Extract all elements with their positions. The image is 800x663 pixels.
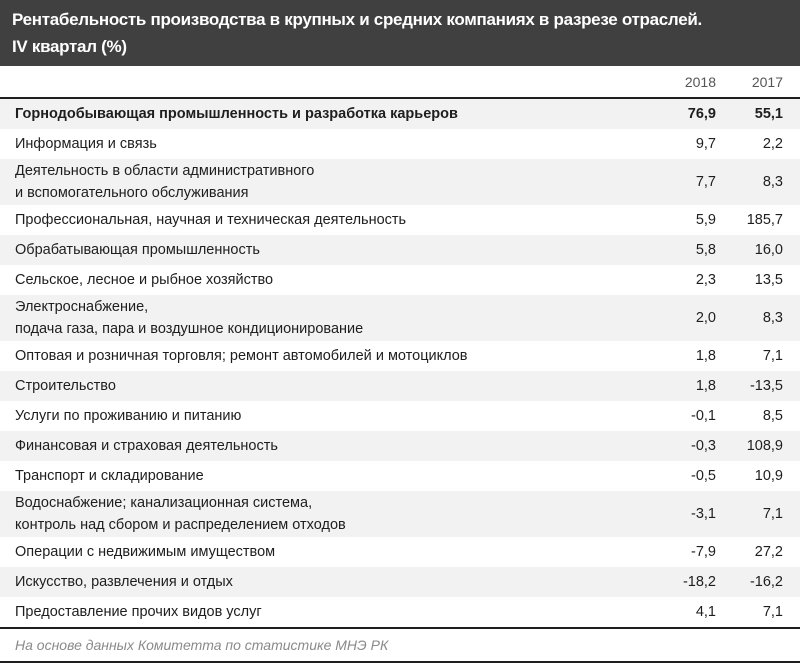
table-row: Строительство 1,8 -13,5 <box>0 371 800 401</box>
value-2017: 55,1 <box>754 106 783 122</box>
row-label-line: Операции с недвижимым имуществом <box>15 544 276 560</box>
title-line-2: IV квартал (%) <box>12 37 127 56</box>
value-2017: 108,9 <box>746 438 783 454</box>
value-2018: -18,2 <box>682 574 716 590</box>
row-label: Оптовая и розничная торговля; ремонт авт… <box>0 345 600 367</box>
row-label-line: Транспорт и складирование <box>15 468 204 484</box>
row-label-line: Обрабатывающая промышленность <box>15 242 260 258</box>
value-2018: -0,5 <box>691 468 716 484</box>
row-label-line: Финансовая и страховая деятельность <box>15 438 278 454</box>
row-label-line: и вспомогательного обслуживания <box>15 185 249 201</box>
row-label-line: Горнодобывающая промышленность и разрабо… <box>15 106 458 122</box>
row-label: Финансовая и страховая деятельность <box>0 435 600 457</box>
row-label: Сельское, лесное и рыбное хозяйство <box>0 269 600 291</box>
value-2017: -16,2 <box>749 574 783 590</box>
table-title: Рентабельность производства в крупных и … <box>0 0 800 66</box>
value-2018: 76,9 <box>687 106 716 122</box>
row-label: Горнодобывающая промышленность и разрабо… <box>0 103 600 125</box>
value-2017: 27,2 <box>754 544 783 560</box>
value-2017: 8,5 <box>762 408 783 424</box>
table-row: Электроснабжение, подача газа, пара и воз… <box>0 295 800 341</box>
row-label-line: Услуги по проживанию и питанию <box>15 408 242 424</box>
table-row: Операции с недвижимым имуществом -7,9 27,2 <box>0 537 800 567</box>
row-label: Искусство, развлечения и отдых <box>0 571 600 593</box>
row-label-line: Оптовая и розничная торговля; ремонт авт… <box>15 348 468 364</box>
value-2018: -7,9 <box>691 544 716 560</box>
value-2018: 1,8 <box>695 348 716 364</box>
value-2018: 2,0 <box>695 310 716 326</box>
value-2018: -0,1 <box>691 408 716 424</box>
row-label: Операции с недвижимым имуществом <box>0 541 600 563</box>
table-row: Финансовая и страховая деятельность -0,3 1… <box>0 431 800 461</box>
value-2018: 2,3 <box>695 272 716 288</box>
row-label-line: Предоставление прочих видов услуг <box>15 604 262 620</box>
table-row: Обрабатывающая промышленность 5,8 16,0 <box>0 235 800 265</box>
column-header-2017: 2017 <box>751 73 783 90</box>
table-row: Предоставление прочих видов услуг 4,1 7,1 <box>0 597 800 627</box>
row-label-line: контроль над сбором и распределением отх… <box>15 517 346 533</box>
row-label: Транспорт и складирование <box>0 465 600 487</box>
value-2017: 8,3 <box>762 310 783 326</box>
row-label: Электроснабжение, подача газа, пара и воз… <box>0 296 600 340</box>
table-body: Горнодобывающая промышленность и разрабо… <box>0 99 800 629</box>
value-2018: -0,3 <box>691 438 716 454</box>
row-label-line: подача газа, пара и воздушное кондициони… <box>15 321 364 337</box>
value-2018: 9,7 <box>695 136 716 152</box>
table-row: Услуги по проживанию и питанию -0,1 8,5 <box>0 401 800 431</box>
value-2018: -3,1 <box>691 506 716 522</box>
value-2017: 7,1 <box>762 604 783 620</box>
row-label-line: Водоснабжение; канализационная система, <box>15 495 313 511</box>
row-label-line: Профессиональная, научная и техническая … <box>15 212 407 228</box>
row-label: Строительство <box>0 375 600 397</box>
table-row: Профессиональная, научная и техническая … <box>0 205 800 235</box>
footnote: На основе данных Комитетта по статистике… <box>0 629 800 663</box>
value-2017: 8,3 <box>762 174 783 190</box>
table-row: Информация и связь 9,7 2,2 <box>0 129 800 159</box>
row-label-line: Информация и связь <box>15 136 157 152</box>
row-label-line: Деятельность в области административного <box>15 163 315 179</box>
table-row: Деятельность в области административного… <box>0 159 800 205</box>
row-label-line: Строительство <box>15 378 116 394</box>
table-row: Водоснабжение; канализационная система, к… <box>0 491 800 537</box>
value-2017: 16,0 <box>754 242 783 258</box>
table-row: Сельское, лесное и рыбное хозяйство 2,3 13… <box>0 265 800 295</box>
row-label: Деятельность в области административного… <box>0 160 600 204</box>
value-2017: 7,1 <box>762 348 783 364</box>
value-2017: -13,5 <box>749 378 783 394</box>
column-header-row: 2018 2017 <box>0 66 800 99</box>
value-2018: 5,8 <box>695 242 716 258</box>
value-2017: 185,7 <box>746 212 783 228</box>
value-2018: 5,9 <box>695 212 716 228</box>
value-2017: 10,9 <box>754 468 783 484</box>
row-label: Предоставление прочих видов услуг <box>0 601 600 623</box>
value-2018: 4,1 <box>695 604 716 620</box>
row-label-line: Искусство, развлечения и отдых <box>15 574 233 590</box>
table-row: Горнодобывающая промышленность и разрабо… <box>0 99 800 129</box>
table-row: Искусство, развлечения и отдых -18,2 -16,2 <box>0 567 800 597</box>
value-2018: 7,7 <box>695 174 716 190</box>
row-label-line: Электроснабжение, <box>15 299 149 315</box>
value-2017: 2,2 <box>762 136 783 152</box>
column-header-2018: 2018 <box>684 73 716 90</box>
row-label: Информация и связь <box>0 133 600 155</box>
value-2017: 13,5 <box>754 272 783 288</box>
row-label-line: Сельское, лесное и рыбное хозяйство <box>15 272 274 288</box>
row-label: Услуги по проживанию и питанию <box>0 405 600 427</box>
value-2017: 7,1 <box>762 506 783 522</box>
row-label: Водоснабжение; канализационная система, к… <box>0 492 600 536</box>
table-row: Транспорт и складирование -0,5 10,9 <box>0 461 800 491</box>
table-row: Оптовая и розничная торговля; ремонт авт… <box>0 341 800 371</box>
value-2018: 1,8 <box>695 378 716 394</box>
title-line-1: Рентабельность производства в крупных и … <box>12 10 702 29</box>
row-label: Обрабатывающая промышленность <box>0 239 600 261</box>
row-label: Профессиональная, научная и техническая … <box>0 209 600 231</box>
